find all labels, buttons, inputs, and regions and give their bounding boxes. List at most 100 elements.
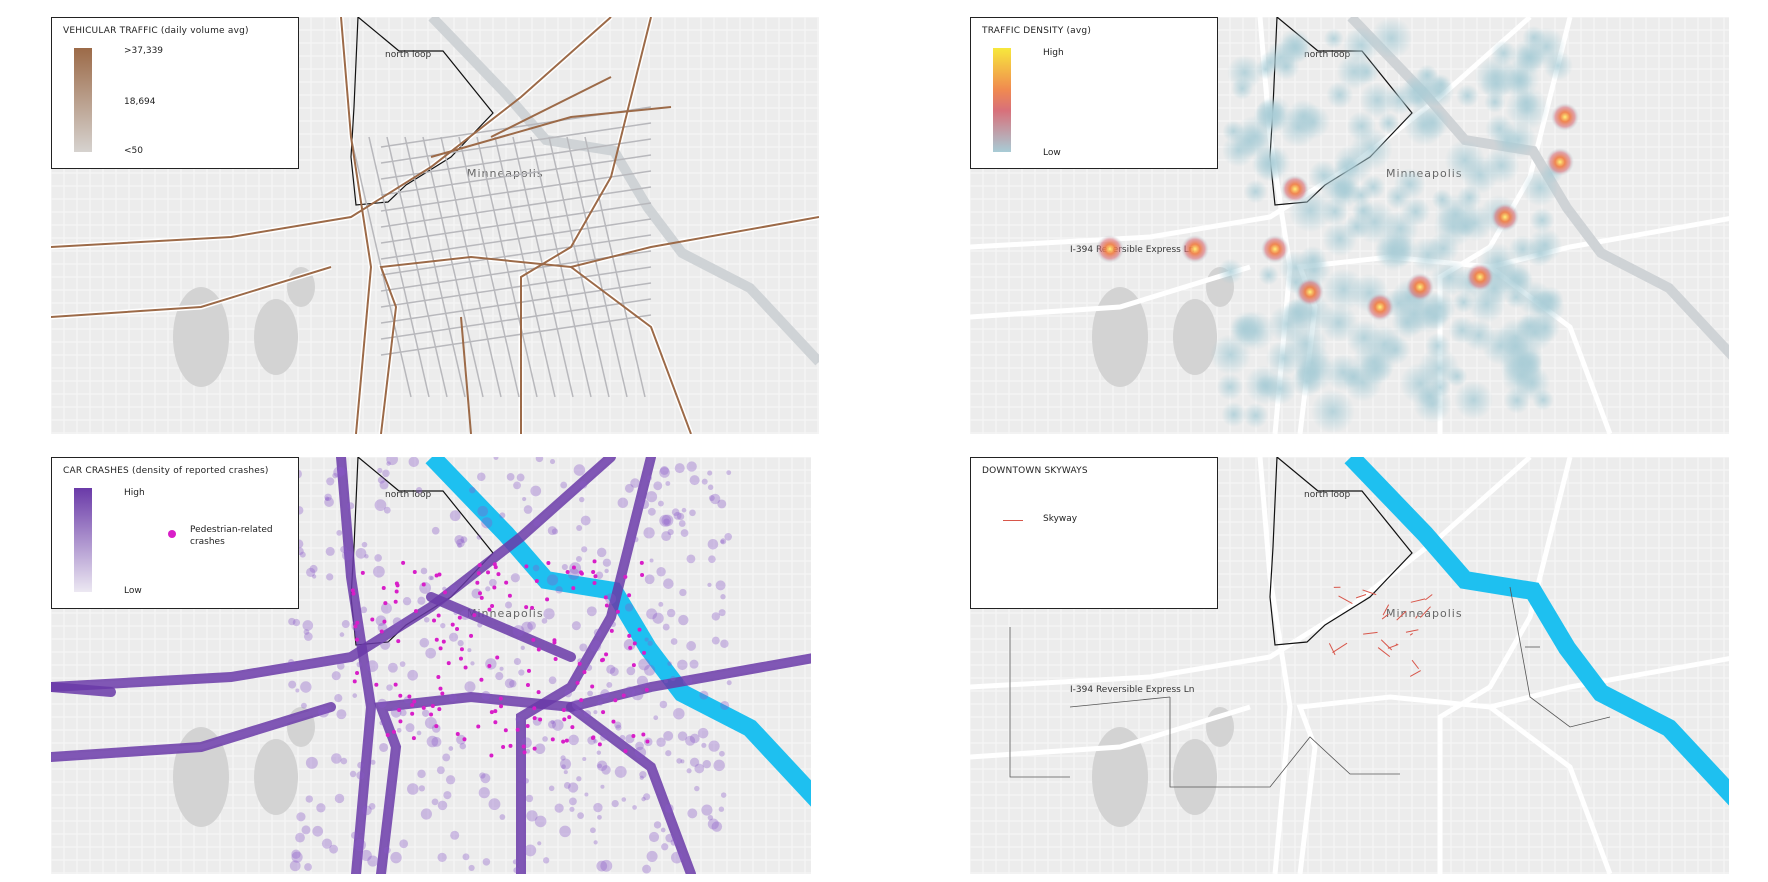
crash-dot	[661, 514, 674, 527]
crash-dot	[357, 761, 364, 769]
crash-dot	[647, 507, 656, 516]
pedestrian-crash	[534, 579, 539, 584]
pedestrian-crash	[562, 717, 567, 722]
crash-dot	[522, 496, 527, 502]
pedestrian-crash	[575, 680, 580, 685]
crash-dot	[686, 641, 697, 651]
crash-dot	[374, 499, 387, 512]
crash-dot	[340, 545, 348, 553]
crash-dot	[326, 477, 335, 486]
density-blob	[1454, 380, 1494, 420]
density-blob	[1405, 85, 1431, 111]
crash-dot	[431, 724, 441, 733]
crash-dot	[339, 632, 345, 637]
density-blob	[1254, 98, 1286, 130]
crash-dot	[309, 564, 318, 573]
crash-dot	[366, 660, 379, 672]
crash-dot	[533, 519, 541, 527]
hotspot	[1261, 235, 1289, 263]
crash-dot	[646, 491, 658, 503]
crash-dot	[417, 596, 426, 605]
crash-dot	[499, 666, 504, 671]
crash-dot	[288, 680, 297, 689]
crash-dot	[561, 563, 568, 571]
crash-dot	[417, 769, 426, 779]
density-blob	[1433, 206, 1475, 247]
crash-dot	[644, 574, 655, 585]
crash-dot	[362, 805, 372, 816]
density-blob	[1217, 258, 1244, 285]
skyway	[1381, 613, 1389, 620]
pedestrian-crash	[501, 744, 506, 749]
map-label: north loop	[1304, 50, 1351, 60]
legend-title: TRAFFIC DENSITY (avg)	[982, 26, 1092, 36]
pedestrian-crash	[603, 595, 608, 600]
crash-dot	[370, 759, 376, 765]
pedestrian-crash	[394, 581, 399, 586]
crash-dot	[673, 511, 682, 520]
crash-dot	[596, 547, 607, 558]
crash-dot	[333, 466, 345, 478]
crash-dot	[416, 730, 422, 736]
crash-dot	[295, 832, 305, 843]
lake	[1092, 727, 1148, 827]
crash-dot	[680, 529, 689, 537]
skyway	[1410, 598, 1426, 603]
crash-dot	[661, 531, 672, 542]
crash-dot	[593, 840, 598, 845]
crash-dot	[399, 661, 406, 667]
crash-dot	[653, 715, 659, 721]
crash-dot	[299, 551, 306, 558]
crash-dot	[450, 584, 458, 593]
pedestrian-crash	[436, 675, 441, 680]
crash-dot	[449, 510, 461, 522]
crash-dot	[407, 783, 419, 795]
density-blob	[1493, 127, 1521, 155]
crash-dot	[429, 576, 434, 581]
crash-dot	[664, 803, 674, 813]
pedestrian-crash	[350, 588, 355, 593]
pedestrian-crash	[459, 647, 464, 652]
skyway	[1425, 594, 1433, 601]
crash-dot	[424, 716, 437, 729]
crash-dot	[377, 698, 387, 708]
crash-dot	[665, 833, 675, 843]
road	[380, 314, 652, 356]
crash-dot	[656, 567, 666, 577]
crash-dot	[418, 785, 426, 792]
crash-dot	[641, 796, 646, 802]
pedestrian-crash	[411, 736, 416, 741]
road	[368, 136, 430, 398]
skyway	[1328, 643, 1336, 656]
crash-dot	[460, 536, 468, 544]
density-blob	[1360, 174, 1386, 200]
lake	[1173, 299, 1217, 375]
pedestrian-crash	[579, 698, 584, 703]
pedestrian-crash	[382, 619, 387, 624]
crash-dot	[510, 573, 521, 583]
crash-dot	[653, 821, 662, 829]
crash-dot	[642, 864, 651, 874]
crash-dot	[402, 596, 412, 606]
crash-dot	[630, 478, 640, 488]
crash-dot	[711, 636, 720, 645]
crash-dot	[523, 778, 529, 784]
crash-dot	[423, 616, 430, 623]
legend-label: Skyway	[1043, 514, 1078, 524]
crash-dot	[379, 720, 385, 726]
crash-dot	[530, 485, 542, 497]
crash-dot	[621, 797, 627, 802]
pedestrian-crash	[379, 629, 384, 634]
crash-dot	[663, 578, 674, 589]
crash-dot	[548, 720, 557, 729]
district-boundary	[1009, 627, 1070, 778]
crash-dot	[717, 499, 727, 509]
map: north loop Minneapolis	[51, 17, 819, 434]
crash-dot	[671, 508, 680, 517]
crash-dot	[606, 682, 613, 688]
pedestrian-crash	[410, 703, 415, 708]
legend-title: CAR CRASHES (density of reported crashes…	[63, 466, 269, 476]
crash-dot	[346, 502, 355, 510]
crash-dot	[648, 831, 660, 843]
